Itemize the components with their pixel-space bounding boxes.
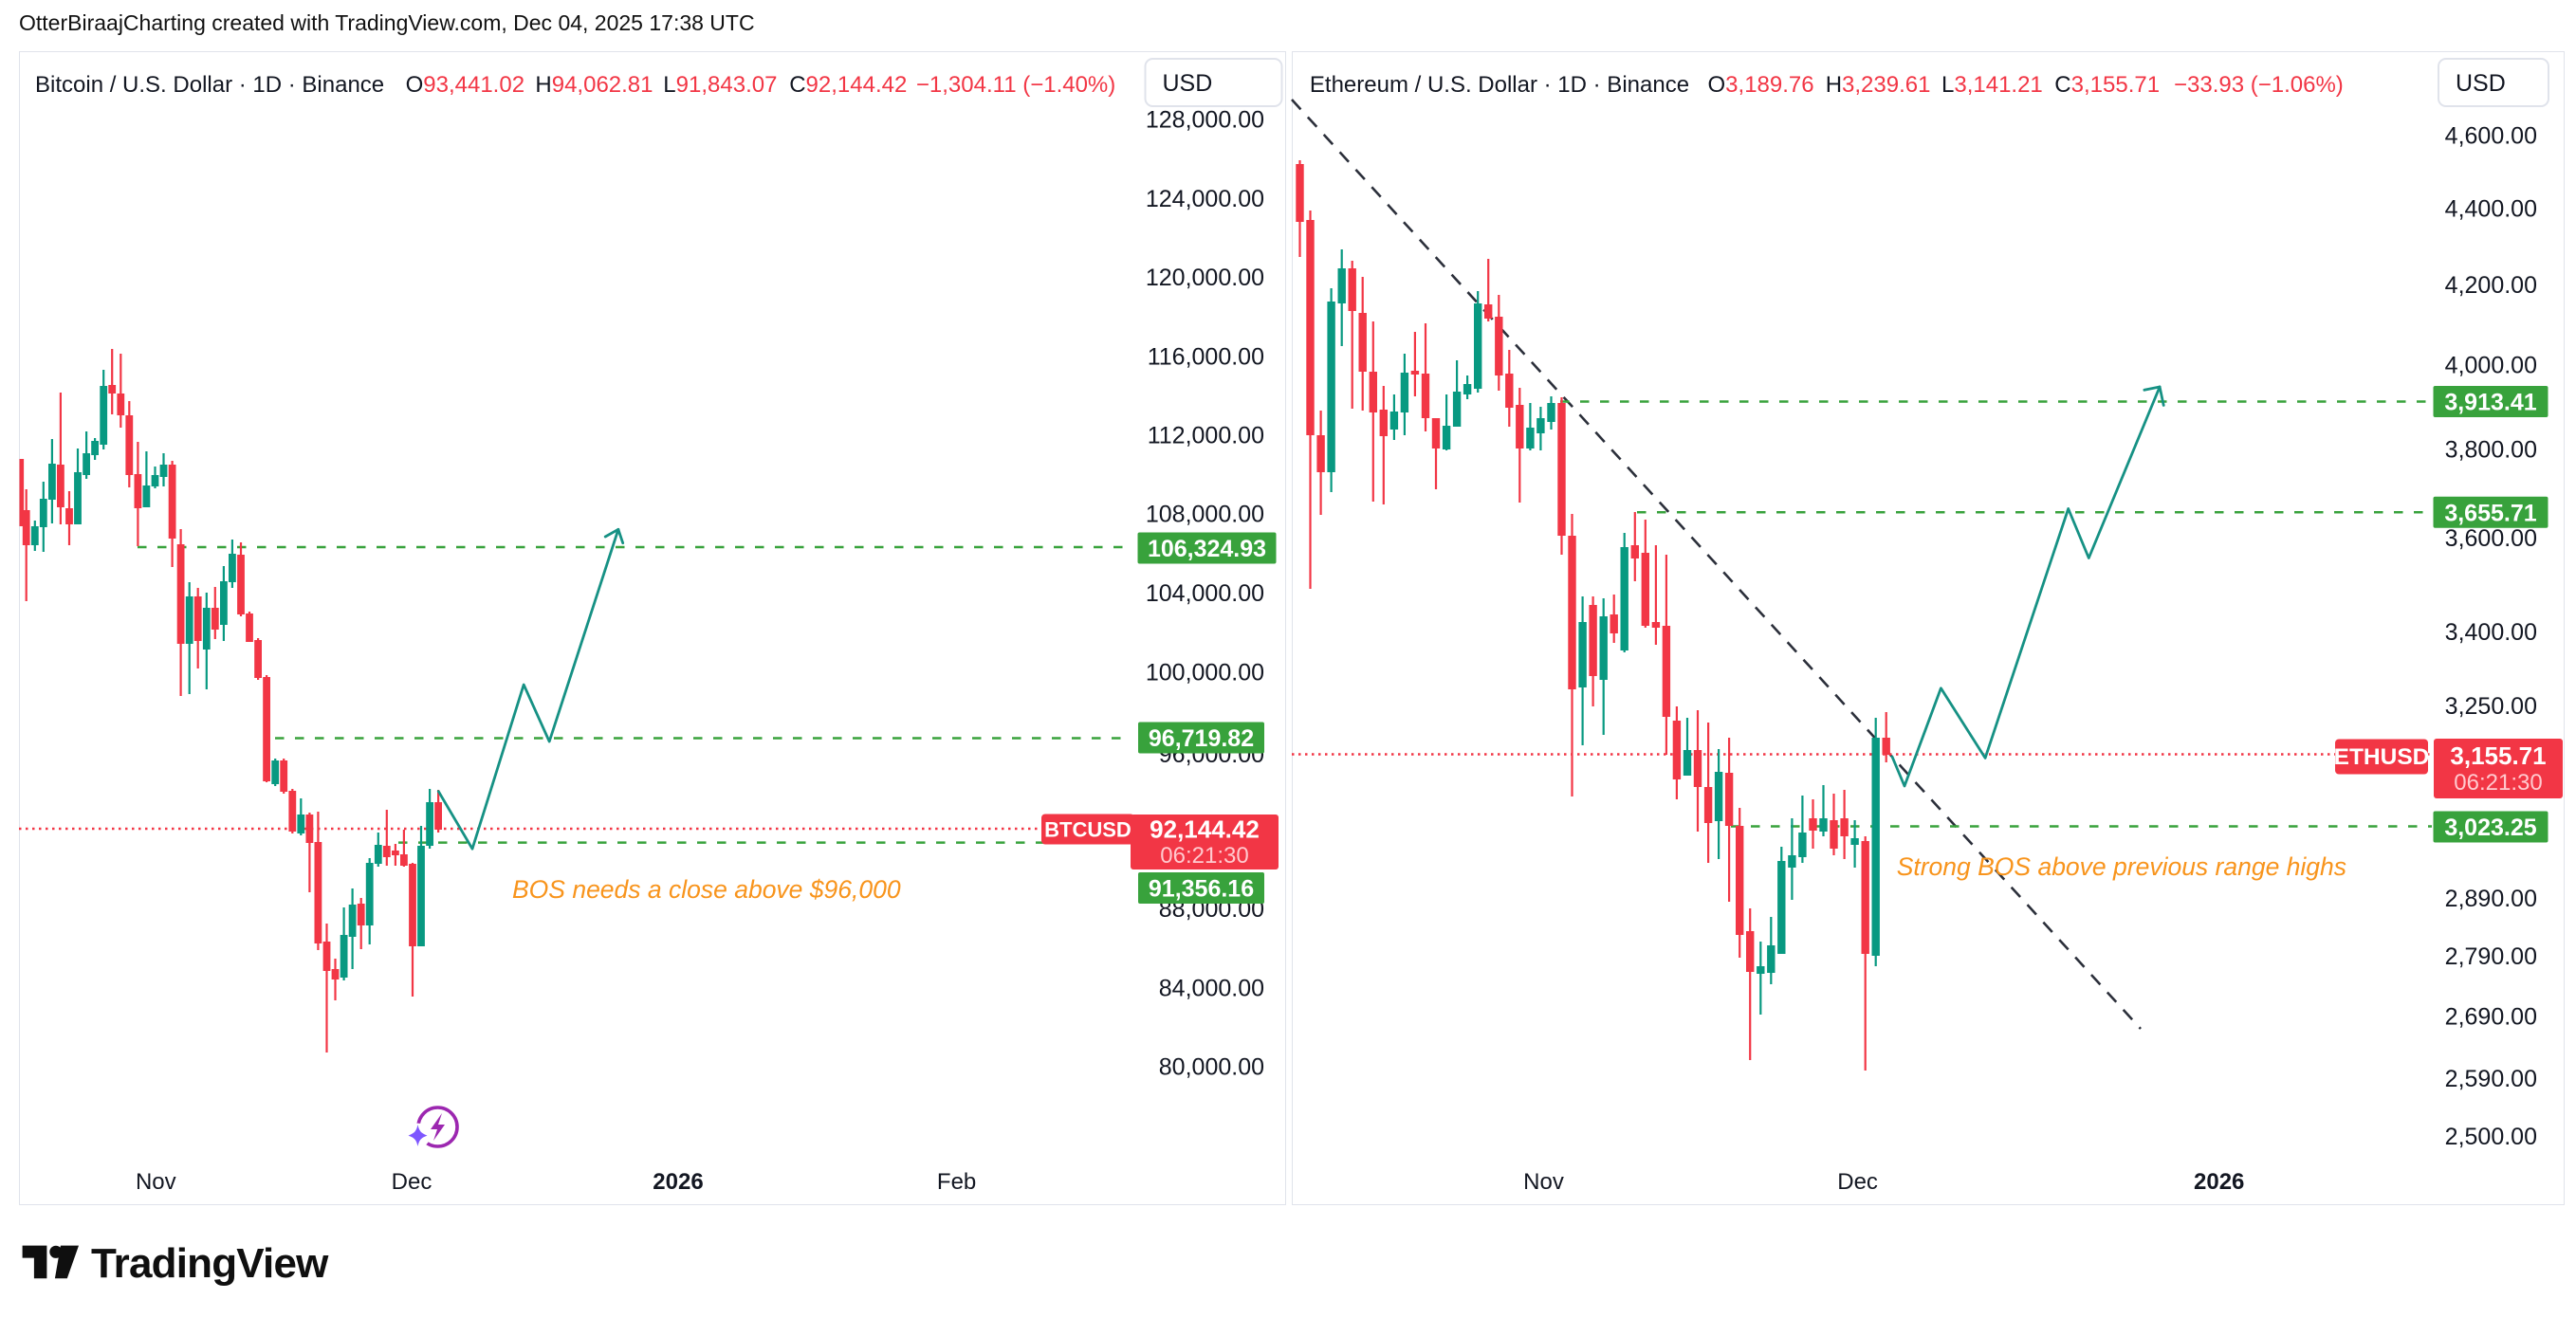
svg-text:06:21:30: 06:21:30 bbox=[2454, 770, 2542, 796]
svg-text:4,000.00: 4,000.00 bbox=[2445, 353, 2537, 379]
svg-text:H94,062.81: H94,062.81 bbox=[535, 72, 653, 98]
svg-text:BTCUSD: BTCUSD bbox=[1044, 818, 1132, 842]
svg-text:104,000.00: 104,000.00 bbox=[1146, 580, 1264, 607]
svg-text:3,400.00: 3,400.00 bbox=[2445, 619, 2537, 646]
svg-text:USD: USD bbox=[1163, 70, 1213, 97]
svg-text:3,023.25: 3,023.25 bbox=[2444, 815, 2536, 841]
svg-text:4,400.00: 4,400.00 bbox=[2445, 196, 2537, 223]
svg-text:L3,141.21: L3,141.21 bbox=[1941, 72, 2043, 98]
svg-text:124,000.00: 124,000.00 bbox=[1146, 186, 1264, 212]
svg-text:Dec: Dec bbox=[392, 1169, 432, 1195]
svg-text:100,000.00: 100,000.00 bbox=[1146, 659, 1264, 686]
svg-text:108,000.00: 108,000.00 bbox=[1146, 502, 1264, 528]
svg-text:2026: 2026 bbox=[2194, 1169, 2244, 1195]
svg-text:4,600.00: 4,600.00 bbox=[2445, 123, 2537, 150]
svg-text:Feb: Feb bbox=[937, 1169, 976, 1195]
svg-text:3,800.00: 3,800.00 bbox=[2445, 436, 2537, 463]
svg-text:C92,144.42: C92,144.42 bbox=[789, 72, 907, 98]
svg-text:2,890.00: 2,890.00 bbox=[2445, 886, 2537, 912]
svg-text:112,000.00: 112,000.00 bbox=[1148, 423, 1264, 449]
svg-text:TradingView: TradingView bbox=[91, 1240, 329, 1287]
svg-text:Nov: Nov bbox=[136, 1169, 176, 1195]
svg-text:Bitcoin / U.S. Dollar · 1D · B: Bitcoin / U.S. Dollar · 1D · Binance bbox=[35, 72, 384, 98]
svg-text:Ethereum / U.S. Dollar · 1D ·: Ethereum / U.S. Dollar · 1D · Binance bbox=[1310, 72, 1689, 98]
svg-text:2026: 2026 bbox=[653, 1169, 703, 1195]
svg-text:4,200.00: 4,200.00 bbox=[2445, 272, 2537, 299]
svg-text:2,790.00: 2,790.00 bbox=[2445, 943, 2537, 970]
svg-text:80,000.00: 80,000.00 bbox=[1159, 1054, 1264, 1081]
svg-text:Strong BOS above previous rang: Strong BOS above previous range highs bbox=[1897, 852, 2346, 881]
svg-text:2,500.00: 2,500.00 bbox=[2445, 1124, 2537, 1150]
svg-text:3,913.41: 3,913.41 bbox=[2444, 390, 2536, 416]
svg-text:120,000.00: 120,000.00 bbox=[1146, 265, 1264, 291]
svg-text:−1,304.11 (−1.40%): −1,304.11 (−1.40%) bbox=[916, 72, 1115, 98]
svg-text:92,144.42: 92,144.42 bbox=[1150, 815, 1260, 844]
svg-text:O93,441.02: O93,441.02 bbox=[406, 72, 524, 98]
svg-text:Nov: Nov bbox=[1523, 1169, 1564, 1195]
svg-text:C3,155.71: C3,155.71 bbox=[2054, 72, 2160, 98]
svg-text:BOS needs a close above $96,00: BOS needs a close above $96,000 bbox=[512, 875, 901, 904]
svg-text:2,590.00: 2,590.00 bbox=[2445, 1066, 2537, 1092]
svg-text:96,719.82: 96,719.82 bbox=[1149, 725, 1254, 752]
svg-text:84,000.00: 84,000.00 bbox=[1159, 975, 1264, 1001]
svg-text:2,690.00: 2,690.00 bbox=[2445, 1003, 2537, 1030]
svg-text:O3,189.76: O3,189.76 bbox=[1708, 72, 1814, 98]
svg-text:3,655.71: 3,655.71 bbox=[2444, 500, 2536, 526]
svg-text:3,155.71: 3,155.71 bbox=[2450, 741, 2546, 770]
svg-text:Dec: Dec bbox=[1837, 1169, 1878, 1195]
svg-text:ETHUSD: ETHUSD bbox=[2334, 744, 2430, 770]
svg-text:3,250.00: 3,250.00 bbox=[2445, 693, 2537, 720]
svg-text:3,600.00: 3,600.00 bbox=[2445, 525, 2537, 552]
svg-text:128,000.00: 128,000.00 bbox=[1146, 107, 1264, 134]
svg-text:06:21:30: 06:21:30 bbox=[1160, 843, 1248, 869]
svg-text:H3,239.61: H3,239.61 bbox=[1826, 72, 1931, 98]
svg-text:L91,843.07: L91,843.07 bbox=[663, 72, 777, 98]
svg-text:106,324.93: 106,324.93 bbox=[1148, 536, 1266, 562]
svg-text:91,356.16: 91,356.16 bbox=[1149, 876, 1254, 903]
svg-text:USD: USD bbox=[2456, 70, 2506, 97]
svg-text:116,000.00: 116,000.00 bbox=[1148, 343, 1264, 370]
svg-text:−33.93 (−1.06%): −33.93 (−1.06%) bbox=[2174, 72, 2344, 98]
